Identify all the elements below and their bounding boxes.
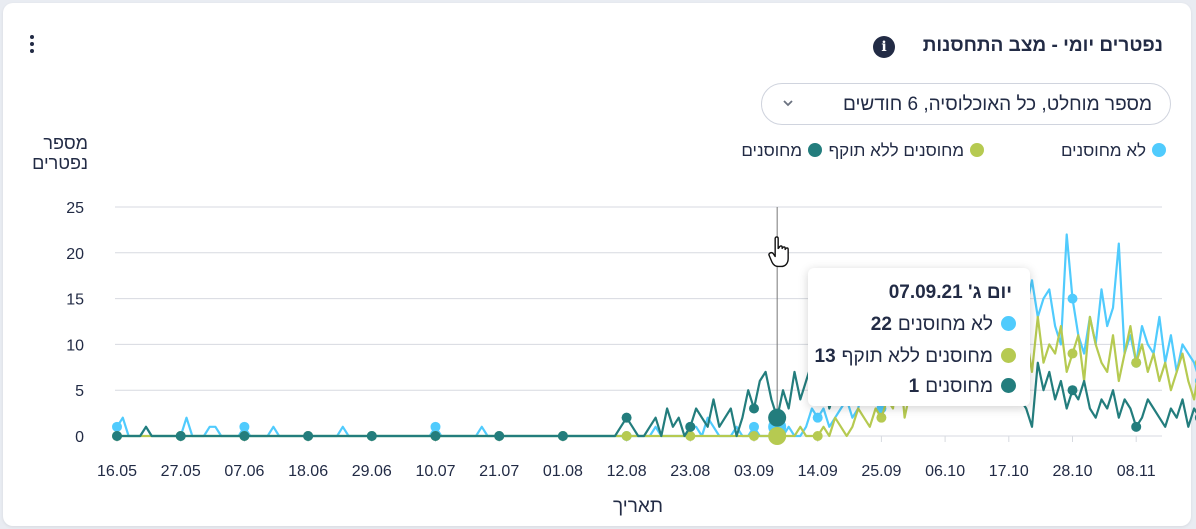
x-tick-label: 16.05: [97, 463, 137, 480]
tooltip-row-expired: מחוסנים ללא תוקף13: [815, 346, 1016, 368]
series-line-expired: [117, 306, 1196, 438]
legend-label-unvaccinated: לא מחוסנים: [1060, 141, 1146, 160]
series-point-vaccinated: [621, 412, 632, 423]
series-point-vaccinated: [685, 421, 696, 432]
tooltip-dot-unvaccinated: [1001, 316, 1016, 331]
legend-dot-expired: [970, 143, 984, 157]
highlight-point-vaccinated: [768, 408, 787, 427]
series-point-vaccinated: [366, 431, 377, 441]
tooltip-label-vaccinated: מחוסנים: [925, 376, 993, 397]
series-point-vaccinated: [239, 431, 250, 441]
series-point-unvaccinated: [430, 421, 441, 432]
series-point-expired: [812, 431, 823, 441]
chart-title: נפטרים יומי - מצב התחסנות: [922, 35, 1163, 56]
y-tick-label: 15: [66, 292, 84, 309]
x-tick-label: 27.05: [161, 463, 201, 480]
tooltip-dot-vaccinated: [1001, 378, 1016, 393]
tooltip-row-vaccinated: מחוסנים1: [909, 376, 1016, 398]
tooltip-label-unvaccinated: לא מחוסנים: [897, 314, 993, 335]
x-tick-label: 18.06: [288, 463, 328, 480]
series-point-vaccinated: [494, 431, 505, 441]
dropdown-label: מספר מוחלט, כל האוכלוסיה, 6 חודשים: [842, 94, 1152, 115]
tooltip: יום ג' 07.09.21 לא מחוסנים22 מחוסנים ללא…: [808, 268, 1030, 406]
x-tick-label: 21.07: [479, 463, 519, 480]
tooltip-row-unvaccinated: לא מחוסנים22: [871, 314, 1016, 336]
hand-pointer-icon: [768, 236, 789, 268]
highlight-point-expired: [768, 427, 787, 445]
series-point-vaccinated: [430, 431, 441, 441]
chevron-down-icon: [783, 100, 793, 107]
x-tick-label: 12.08: [607, 463, 647, 480]
legend-label-vaccinated: מחוסנים: [741, 141, 802, 160]
x-tick-label: 07.06: [224, 463, 264, 480]
x-tick-label: 10.07: [415, 463, 455, 480]
legend-dot-vaccinated: [808, 143, 822, 157]
x-tick-label: 01.08: [543, 463, 583, 480]
series-point-expired: [621, 431, 632, 441]
series-point-vaccinated: [175, 431, 186, 441]
x-tick-label: 06.10: [925, 463, 965, 480]
x-tick-label: 29.06: [352, 463, 392, 480]
x-tick-label: 17.10: [989, 463, 1029, 480]
series-point-expired: [1067, 348, 1078, 359]
series-point-expired: [876, 412, 887, 423]
x-tick-label: 03.09: [734, 463, 774, 480]
series-point-expired: [685, 431, 696, 441]
series-point-unvaccinated: [112, 421, 122, 432]
y-tick-label: 25: [66, 200, 84, 217]
chart-card: i נפטרים יומי - מצב התחסנות מספר מוחלט, …: [3, 3, 1191, 526]
tooltip-date: יום ג' 07.09.21: [888, 282, 1012, 303]
series-point-vaccinated: [557, 431, 568, 441]
x-axis-label: תאריך: [613, 496, 663, 517]
kebab-menu-icon[interactable]: [27, 35, 37, 57]
y-tick-label: 20: [66, 246, 84, 263]
tooltip-dot-expired: [1001, 348, 1016, 363]
tooltip-value-vaccinated: 1: [908, 376, 920, 397]
series-point-unvaccinated: [1067, 293, 1078, 304]
x-tick-label: 14.09: [798, 463, 838, 480]
series-point-unvaccinated: [749, 421, 759, 432]
x-tick-label: 28.10: [1052, 463, 1092, 480]
series-point-vaccinated: [749, 403, 759, 414]
info-icon[interactable]: i: [873, 36, 895, 58]
legend-item-unvaccinated[interactable]: לא מחוסנים: [1061, 141, 1166, 161]
series-point-vaccinated: [303, 431, 314, 441]
legend-item-vaccinated[interactable]: מחוסנים: [741, 141, 822, 161]
series-point-vaccinated: [1067, 385, 1078, 396]
legend-label-expired: מחוסנים ללא תוקף: [828, 141, 964, 160]
legend-item-expired[interactable]: מחוסנים ללא תוקף: [829, 141, 984, 161]
x-tick-label: 25.09: [861, 463, 901, 480]
y-axis-label: מספר נפטרים: [32, 133, 88, 173]
series-point-expired: [1131, 357, 1142, 368]
tooltip-value-expired: 13: [814, 346, 836, 367]
series-point-expired: [749, 431, 759, 441]
series-point-vaccinated: [112, 431, 122, 441]
series-line-vaccinated: [117, 334, 1196, 438]
series-point-unvaccinated: [239, 421, 250, 432]
y-tick-label: 0: [75, 429, 84, 446]
series-point-vaccinated: [1131, 421, 1142, 432]
tooltip-value-unvaccinated: 22: [870, 314, 892, 335]
x-tick-label: 08.11: [1117, 463, 1156, 480]
legend-dot-unvaccinated: [1152, 143, 1166, 157]
tooltip-label-expired: מחוסנים ללא תוקף: [841, 346, 993, 367]
series-point-unvaccinated: [812, 412, 823, 423]
y-tick-label: 5: [75, 383, 84, 400]
display-mode-dropdown[interactable]: מספר מוחלט, כל האוכלוסיה, 6 חודשים: [761, 83, 1171, 125]
y-tick-label: 10: [66, 337, 84, 354]
x-tick-label: 23.08: [670, 463, 710, 480]
